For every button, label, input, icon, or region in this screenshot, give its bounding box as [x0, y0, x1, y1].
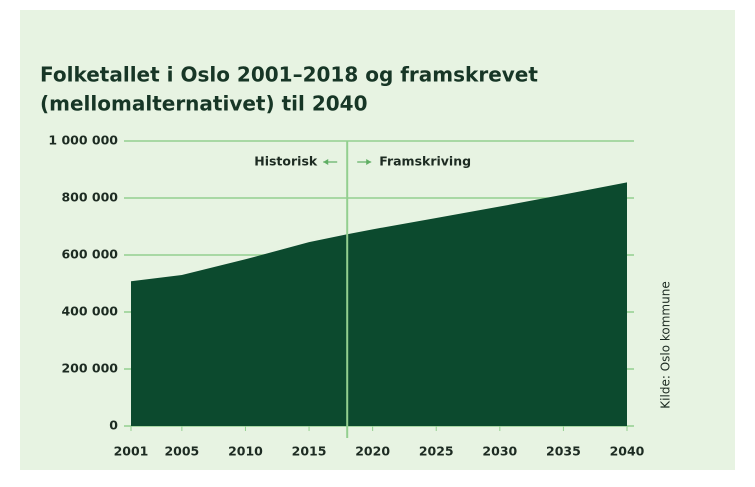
x-tick-label: 2035 — [546, 444, 581, 459]
source: Kilde: Oslo kommune — [659, 281, 673, 408]
x-tick-label: 2020 — [355, 444, 390, 459]
y-tick-label: 1 000 000 — [48, 133, 118, 148]
annotation: Historisk — [254, 154, 318, 169]
arrow-head — [323, 159, 329, 165]
arrow-head — [366, 159, 372, 165]
annotation: Framskriving — [379, 154, 471, 169]
x-tick-label: 2040 — [610, 444, 645, 459]
y-tick-label: 200 000 — [61, 361, 118, 376]
x-tick-label: 2001 — [114, 444, 149, 459]
chart-title: Folketallet i Oslo 2001–2018 og framskre… — [40, 63, 538, 87]
chart-title: (mellomalternativet) til 2040 — [40, 92, 368, 116]
y-tick-label: 400 000 — [61, 304, 118, 319]
y-tick-label: 0 — [109, 418, 118, 433]
y-tick-label: 600 000 — [61, 247, 118, 262]
x-tick-label: 2030 — [482, 444, 517, 459]
x-tick-label: 2005 — [164, 444, 199, 459]
x-tick-label: 2015 — [292, 444, 327, 459]
x-tick-label: 2025 — [419, 444, 454, 459]
x-tick-label: 2010 — [228, 444, 263, 459]
y-tick-label: 800 000 — [61, 190, 118, 205]
area — [131, 182, 627, 426]
